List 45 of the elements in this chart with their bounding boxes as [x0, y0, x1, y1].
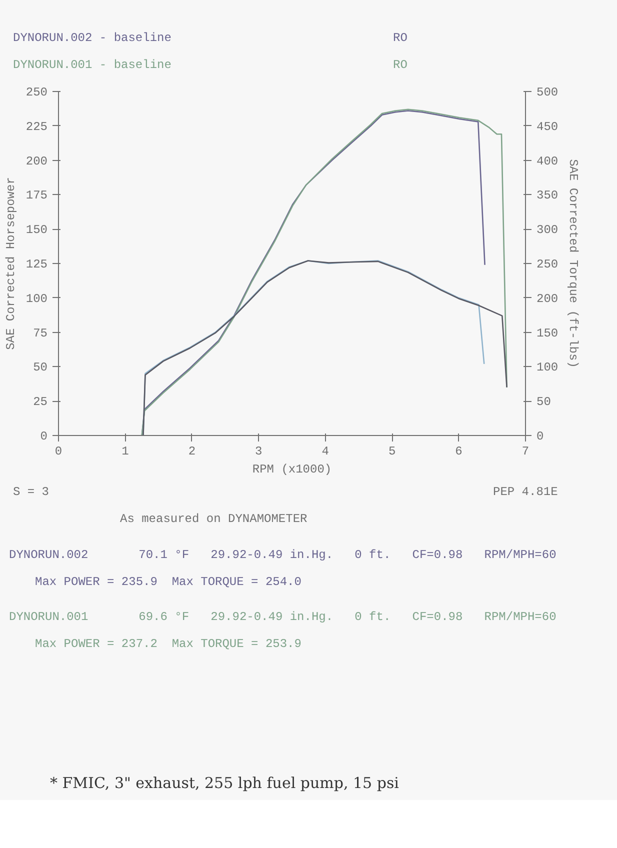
y-tick-label: 200 [26, 154, 48, 169]
y-tick-label: 150 [26, 223, 48, 238]
y2-tick-label: 450 [536, 120, 558, 134]
x-tick-label: 7 [522, 444, 530, 459]
y-tick-label: 25 [33, 395, 48, 410]
text: DYNORUN.002 70.1 °F 29.92-0.49 in.Hg. 0 ft. CF=0.98 RPM/MPH=60 [9, 546, 556, 564]
text: Max POWER = 237.2 Max TORQUE = 253.9 [35, 636, 302, 653]
y-tick-label: 250 [26, 86, 48, 100]
y-tick-label: 125 [26, 258, 48, 272]
text: PEP 4.81E [493, 484, 558, 502]
y-tick-label: 50 [33, 360, 48, 375]
x-tick-label: 0 [54, 444, 62, 459]
y2-tick-label: 500 [536, 86, 558, 100]
y-axis-title: SAE Corrected Horsepower [4, 177, 18, 350]
x-tick-label: 5 [388, 444, 396, 459]
x-tick-label: 6 [455, 444, 462, 459]
y-tick-label: 225 [26, 120, 48, 134]
y2-tick-label: 400 [536, 154, 558, 169]
y-tick-label: 100 [26, 292, 48, 306]
y-tick-label: 175 [26, 188, 48, 203]
text: As measured on DYNAMOMETER [120, 511, 308, 528]
y2-tick-label: 50 [536, 395, 551, 410]
y2-tick-label: 200 [536, 292, 558, 306]
text: Max POWER = 235.9 Max TORQUE = 254.0 [35, 574, 302, 591]
y-tick-label: 75 [33, 326, 48, 341]
y2-tick-label: 250 [536, 258, 558, 272]
x-tick-label: 1 [122, 444, 129, 459]
text: * FMIC, 3" exhaust, 255 lph fuel pump, 15 psi [50, 773, 399, 794]
y2-tick-label: 0 [536, 430, 544, 444]
y2-tick-label: 100 [536, 360, 558, 375]
x-tick-label: 4 [322, 444, 329, 459]
text: RO [393, 57, 408, 74]
text: DYNORUN.001 - baseline [13, 57, 172, 74]
text: S = 3 [13, 484, 50, 502]
x-tick-label: 3 [255, 444, 262, 459]
y2-tick-label: 350 [536, 188, 558, 203]
y2-tick-label: 300 [536, 223, 558, 238]
y2-tick-label: 150 [536, 326, 558, 341]
text: RO [393, 30, 408, 47]
y2-axis-title: SAE Corrected Torque (ft-lbs) [566, 159, 580, 368]
text: DYNORUN.002 - baseline [13, 30, 172, 47]
text: DYNORUN.001 69.6 °F 29.92-0.49 in.Hg. 0 ft. CF=0.98 RPM/MPH=60 [9, 608, 556, 626]
x-tick-label: 2 [188, 444, 196, 459]
y-tick-label: 0 [40, 430, 48, 444]
x-axis-title: RPM (x1000) [252, 462, 332, 477]
